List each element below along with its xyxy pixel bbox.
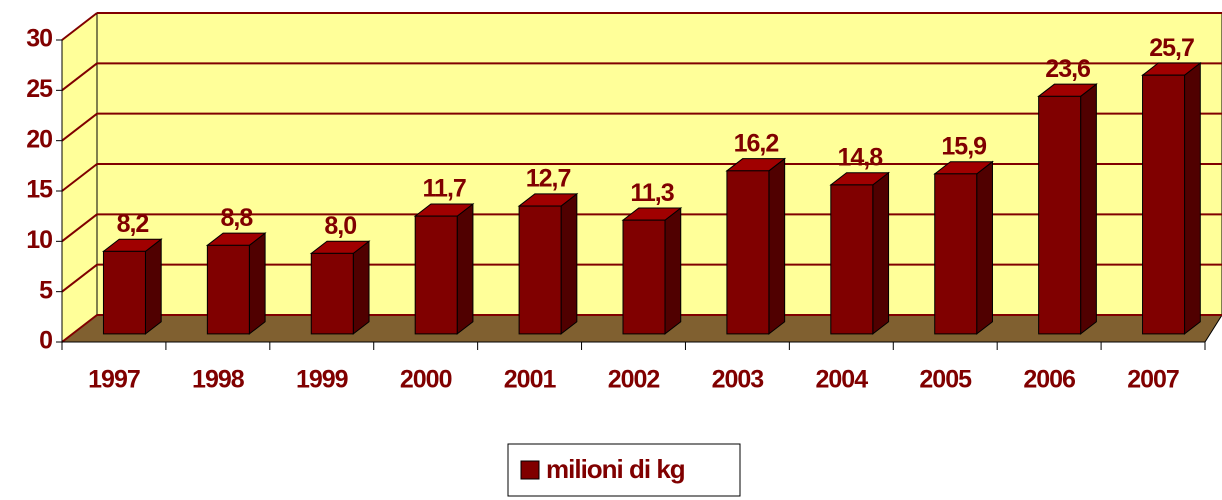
grid-line bbox=[61, 263, 98, 293]
bar-side bbox=[248, 232, 266, 335]
bar bbox=[206, 244, 250, 335]
y-tick-label: 20 bbox=[26, 125, 52, 153]
bar bbox=[934, 173, 978, 335]
x-tick-label: 2000 bbox=[400, 366, 452, 394]
bar bbox=[518, 205, 562, 335]
grid-line bbox=[61, 112, 98, 142]
bar-side bbox=[352, 240, 370, 335]
grid-line bbox=[61, 12, 98, 41]
grid-line bbox=[61, 314, 98, 343]
value-label: 11,3 bbox=[630, 179, 673, 207]
bar bbox=[310, 252, 354, 335]
bar bbox=[1038, 95, 1082, 335]
y-tick-label: 5 bbox=[39, 276, 53, 304]
bar bbox=[414, 215, 458, 335]
y-tick-label: 25 bbox=[26, 75, 53, 103]
bar bbox=[830, 184, 874, 335]
x-tick-label: 1998 bbox=[192, 366, 245, 394]
value-label: 8,8 bbox=[220, 204, 253, 232]
grid-line bbox=[61, 163, 98, 192]
bar-side bbox=[768, 157, 786, 335]
value-label: 15,9 bbox=[941, 132, 986, 160]
bar-side bbox=[1184, 62, 1201, 335]
bar-side bbox=[664, 206, 682, 335]
value-label: 25,7 bbox=[1149, 34, 1194, 62]
grid-line bbox=[61, 213, 98, 243]
x-tick-label: 2007 bbox=[1127, 366, 1179, 394]
bar-side bbox=[872, 171, 890, 335]
x-tick-label: 2003 bbox=[712, 366, 764, 394]
value-label: 11,7 bbox=[423, 175, 466, 203]
bar-side bbox=[976, 160, 993, 335]
bar-side bbox=[560, 192, 578, 335]
x-tick-label: 2004 bbox=[816, 366, 869, 394]
legend-swatch bbox=[520, 460, 540, 480]
value-label: 14,8 bbox=[837, 144, 883, 172]
value-label: 8,2 bbox=[117, 210, 149, 238]
value-label: 12,7 bbox=[526, 165, 571, 193]
legend-box bbox=[507, 443, 741, 497]
bar bbox=[622, 219, 666, 335]
y-tick-label: 30 bbox=[26, 25, 52, 53]
value-label: 8,0 bbox=[324, 212, 356, 240]
x-tick-label: 2006 bbox=[1023, 366, 1075, 394]
bar-side bbox=[144, 238, 162, 335]
bars bbox=[101, 62, 1202, 335]
x-tick-label: 2002 bbox=[608, 366, 660, 394]
bar-side bbox=[456, 202, 474, 335]
x-tick-label: 2001 bbox=[504, 366, 557, 394]
y-tick-label: 0 bbox=[39, 327, 52, 355]
y-tick-label: 15 bbox=[26, 176, 53, 204]
x-tick-label: 1999 bbox=[296, 366, 348, 394]
x-tick-label: 1997 bbox=[88, 366, 140, 394]
legend-label: milioni di kg bbox=[546, 454, 685, 484]
value-label: 16,2 bbox=[734, 129, 779, 157]
grid-line bbox=[61, 62, 98, 92]
bar bbox=[1142, 74, 1186, 335]
bar bbox=[726, 170, 770, 335]
bar bbox=[102, 250, 146, 335]
value-label: 23,6 bbox=[1045, 55, 1090, 83]
y-tick-label: 10 bbox=[26, 226, 52, 254]
x-tick-label: 2005 bbox=[919, 366, 972, 394]
bar-side bbox=[1080, 83, 1097, 335]
